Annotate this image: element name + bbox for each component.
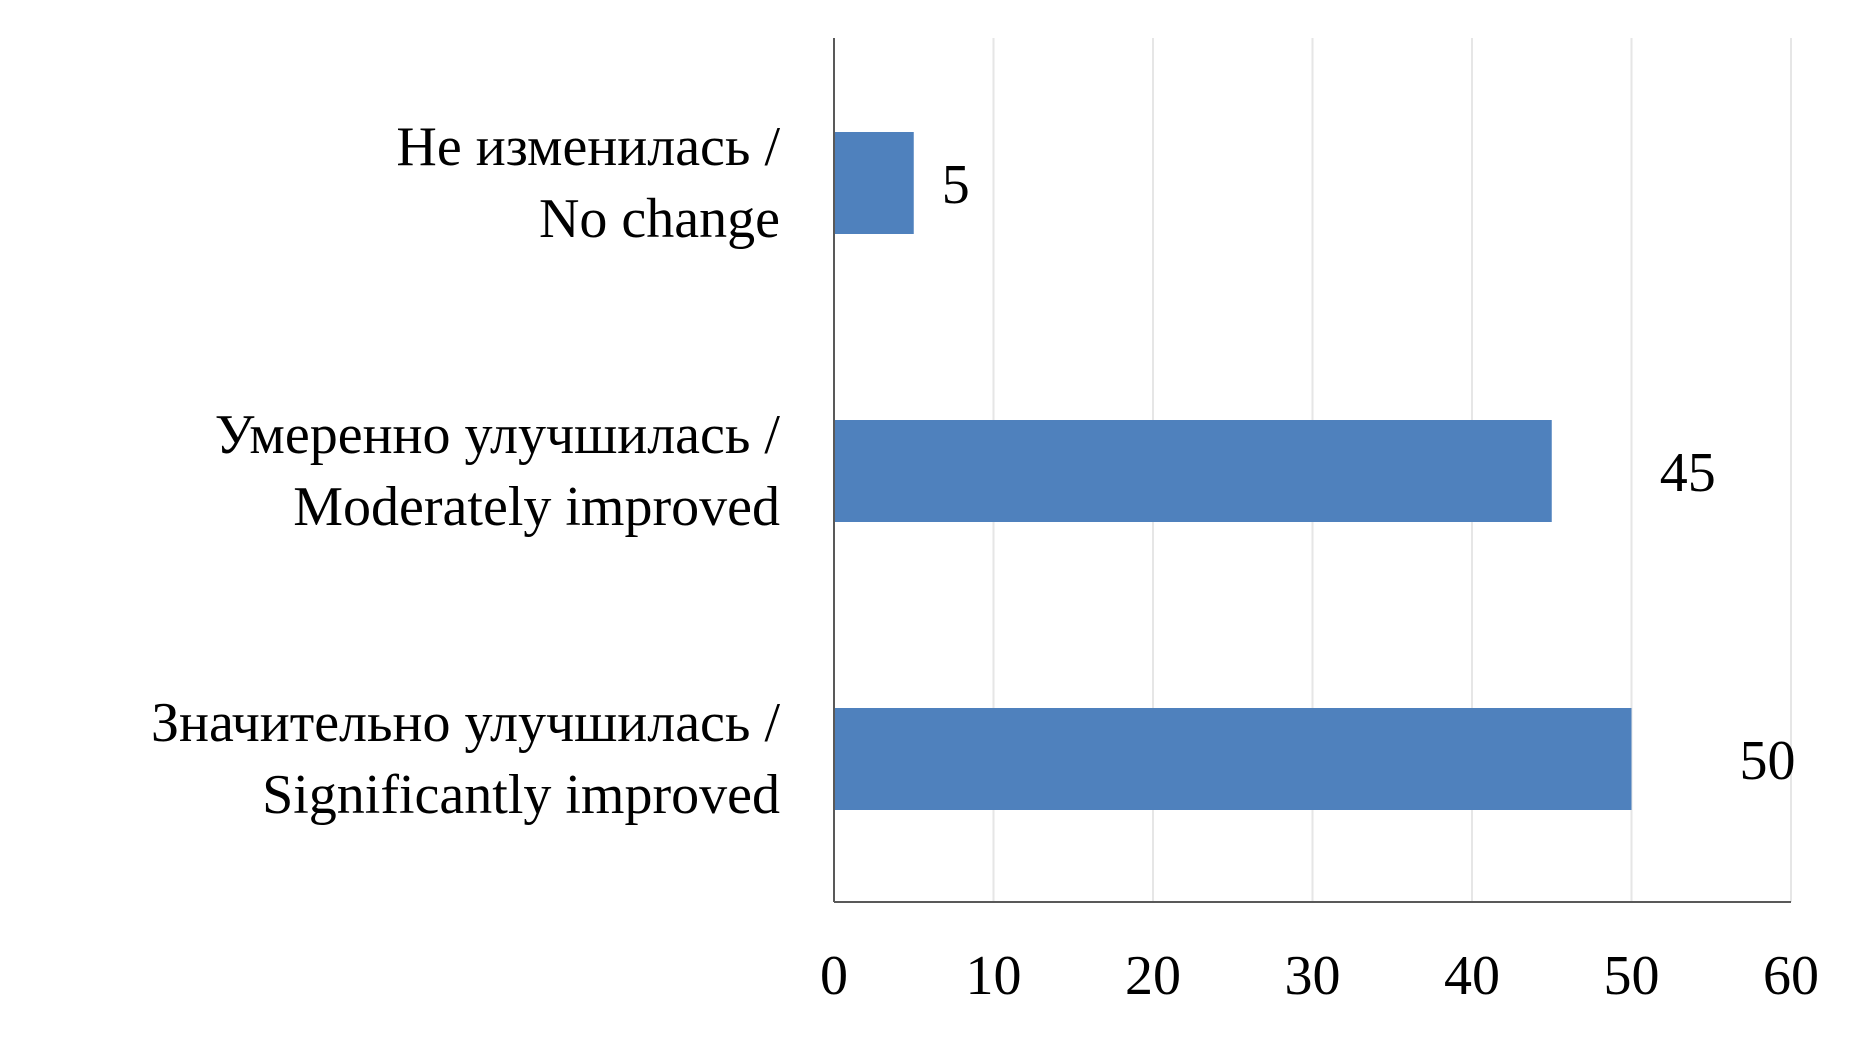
bar	[834, 132, 914, 234]
category-labels: Не изменилась / No change Умеренно улучшил…	[151, 116, 780, 826]
x-tick-label: 40	[1444, 945, 1500, 1007]
x-tick-label: 20	[1125, 945, 1181, 1007]
category-label: Не изменилась / No change	[396, 116, 780, 250]
x-tick-label: 10	[966, 945, 1022, 1007]
data-label: 45	[1660, 442, 1716, 504]
x-tick-label: 50	[1604, 945, 1660, 1007]
category-label: Значительно улучшилась / Significantly im…	[151, 692, 780, 826]
category-label-line: Значительно улучшилась /	[151, 692, 780, 754]
bar	[834, 420, 1552, 522]
data-label: 50	[1740, 730, 1796, 792]
x-tick-label: 30	[1285, 945, 1341, 1007]
x-tick-labels: 0 10 20 30 40 50 60	[820, 945, 1819, 1007]
x-tick-label: 0	[820, 945, 848, 1007]
bars	[834, 132, 1632, 810]
x-tick-label: 60	[1763, 945, 1819, 1007]
axes	[833, 38, 1791, 903]
data-labels: 5 45 50	[942, 154, 1796, 792]
category-label: Умеренно улучшилась / Moderately improved	[215, 404, 781, 538]
data-label: 5	[942, 154, 970, 216]
category-label-line: No change	[539, 188, 780, 250]
category-label-line: Moderately improved	[293, 476, 780, 538]
bar	[834, 708, 1632, 810]
category-label-line: Не изменилась /	[396, 116, 780, 178]
category-label-line: Significantly improved	[262, 764, 780, 826]
category-label-line: Умеренно улучшилась /	[215, 404, 781, 466]
